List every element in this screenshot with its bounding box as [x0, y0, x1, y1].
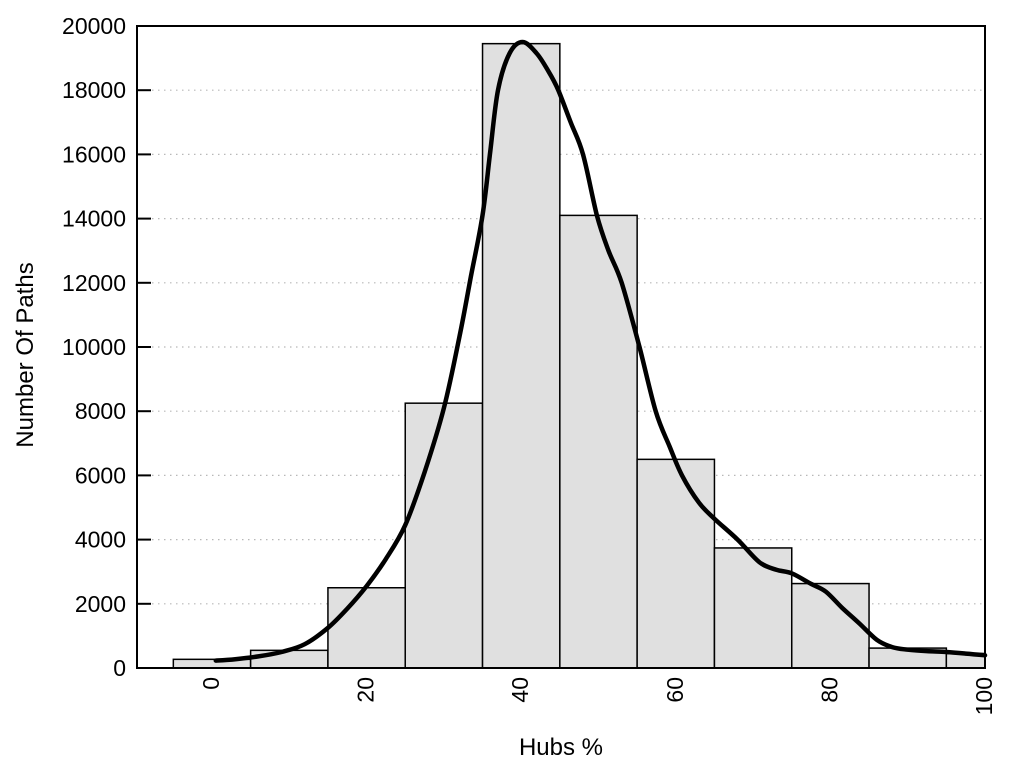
- y-tick-label: 6000: [75, 462, 126, 488]
- y-tick-label: 0: [113, 655, 126, 681]
- histogram-bar: [404, 402, 484, 669]
- x-tick-label: 40: [507, 677, 533, 703]
- y-tick-label: 14000: [62, 206, 126, 232]
- label-layer: 0 2000 4000 6000 8000 10000 12000 14000 16000 180…: [62, 13, 997, 715]
- y-axis-title: Number Of Paths: [12, 262, 39, 447]
- y-tick-label: 2000: [75, 591, 126, 617]
- density-curve: [213, 39, 988, 663]
- y-tick-label: 10000: [62, 334, 126, 360]
- x-tick-label: 80: [816, 677, 842, 703]
- y-tick-label: 12000: [62, 270, 126, 296]
- x-tick-label: 60: [662, 677, 688, 703]
- y-tick-label: 16000: [62, 141, 126, 167]
- histogram-bar: [249, 649, 329, 669]
- histogram-bar: [636, 458, 716, 669]
- y-tick-label: 18000: [62, 77, 126, 103]
- histogram-bar: [713, 547, 793, 669]
- histogram-bar: [559, 214, 638, 669]
- x-tick-label: 100: [971, 677, 997, 715]
- x-tick-label: 0: [198, 677, 224, 690]
- y-tick-label: 4000: [75, 527, 126, 553]
- x-axis-title: Hubs %: [519, 734, 603, 761]
- frame-layer: [136, 25, 986, 669]
- curve-layer: [213, 39, 988, 663]
- y-tick-label: 20000: [62, 13, 126, 39]
- plot-frame: [136, 25, 986, 669]
- x-tick-label: 20: [353, 677, 379, 703]
- y-tick-label: 8000: [75, 398, 126, 424]
- histogram-bar: [327, 587, 406, 669]
